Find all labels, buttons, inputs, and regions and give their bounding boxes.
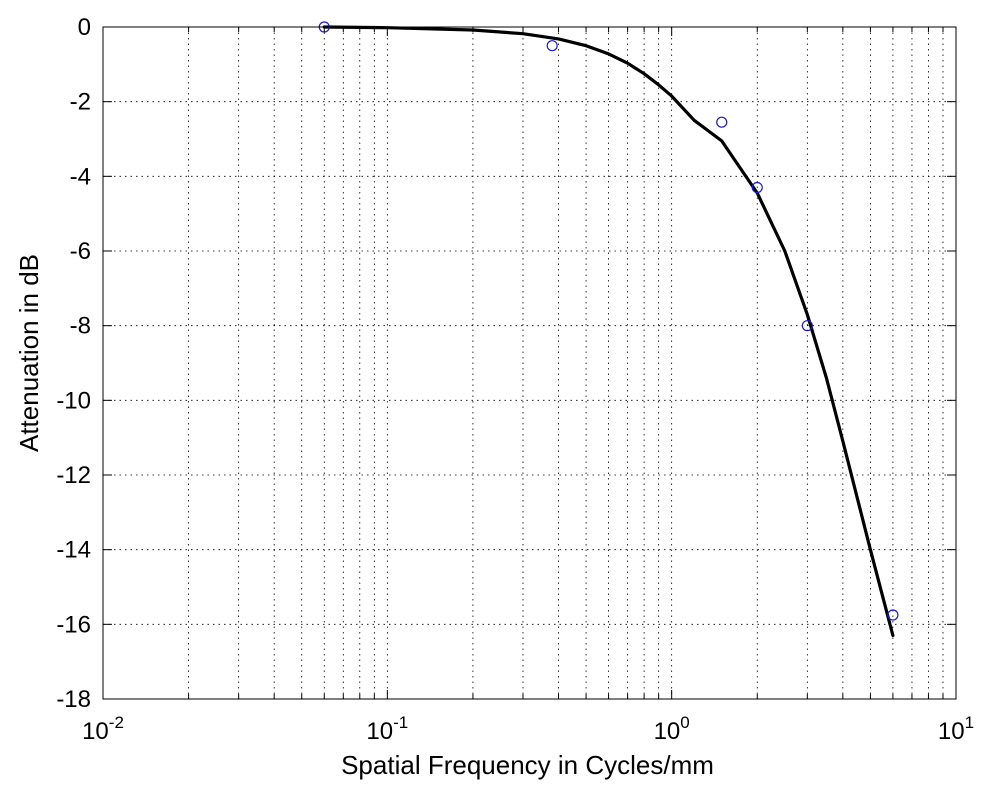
data-point-marker [801,320,813,332]
plot-frame [102,26,957,700]
y-tick-label: -10 [56,387,91,414]
y-tick-label: 0 [78,14,91,41]
y-tick-label: -18 [56,686,91,713]
data-point-marker [751,181,763,194]
y-tick-labels: 0 -2 -4 -6 -8 -10 -12 -14 -16 -18 [56,14,91,713]
y-tick-label: -4 [70,163,91,190]
data-point-marker [887,609,899,621]
y-tick-label: -14 [56,537,91,564]
y-tick-label: -2 [70,89,91,116]
y-tick-label: -8 [70,313,91,340]
y-tick-label: -12 [56,462,91,489]
data-point-marker [546,40,558,52]
tick-marks [102,26,957,700]
y-tick-label: -6 [70,238,91,265]
y-axis-title: Attenuation in dB [14,254,44,452]
grid-lines [103,27,956,699]
y-tick-label: -16 [56,611,91,638]
fit-curve-line [322,25,895,638]
x-axis-title: Spatial Frequency in Cycles/mm [341,750,714,780]
x-tick-label: 10-1 [366,713,408,745]
data-point-marker [716,116,728,128]
